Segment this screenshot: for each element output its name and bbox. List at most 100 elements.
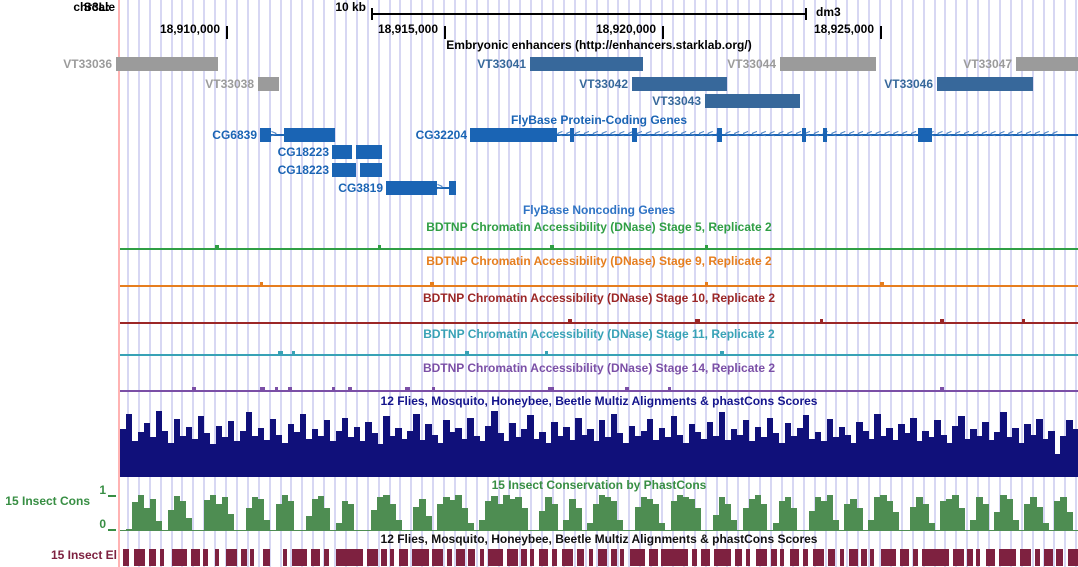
conserved-element[interactable]	[149, 549, 156, 566]
conserved-element[interactable]	[1044, 549, 1053, 566]
conserved-element[interactable]	[336, 549, 363, 566]
conserved-element[interactable]	[861, 549, 867, 566]
track-title-multiz[interactable]: 12 Flies, Mosquito, Honeybee, Beetle Mul…	[380, 394, 818, 408]
gene-exon[interactable]	[918, 128, 932, 142]
gene-exon[interactable]	[632, 128, 637, 142]
gene-exon[interactable]	[470, 128, 557, 142]
conserved-element[interactable]	[701, 549, 710, 566]
conserved-element[interactable]	[381, 549, 387, 566]
conserved-element[interactable]	[813, 549, 824, 566]
conserved-element[interactable]	[191, 549, 200, 566]
gene-exon[interactable]	[802, 128, 806, 142]
conserved-element[interactable]	[780, 549, 784, 566]
gene-exon[interactable]	[717, 128, 722, 142]
conserved-element[interactable]	[630, 549, 645, 566]
conserved-element[interactable]	[311, 549, 320, 566]
conserved-element[interactable]	[250, 549, 254, 566]
enhancer-label-VT33043[interactable]: VT33043	[652, 94, 701, 108]
enhancer-label-VT33041[interactable]: VT33041	[477, 57, 526, 71]
gene-label-CG18223[interactable]: CG18223	[277, 163, 329, 177]
conserved-element[interactable]	[480, 549, 484, 566]
conserved-element[interactable]	[756, 549, 767, 566]
conserved-element[interactable]	[488, 549, 503, 566]
conserved-element[interactable]	[324, 549, 329, 566]
conserved-element[interactable]	[803, 549, 808, 566]
conserved-element[interactable]	[611, 549, 617, 566]
conserved-element[interactable]	[692, 549, 697, 566]
gene-exon[interactable]	[449, 181, 456, 195]
enhancer-label-VT33044[interactable]: VT33044	[727, 57, 776, 71]
conserved-element[interactable]	[412, 549, 429, 566]
enhancer-label-VT33047[interactable]: VT33047	[963, 57, 1012, 71]
conserved-element[interactable]	[283, 549, 287, 566]
track-title-phastcons-elements[interactable]: 12 Flies, Mosquito, Honeybee, Beetle Mul…	[380, 532, 818, 546]
conserved-element[interactable]	[649, 549, 658, 566]
track-title-bdtnp-0[interactable]: BDTNP Chromatin Accessibility (DNase) St…	[426, 220, 772, 234]
track-title-enhancers[interactable]: Embryonic enhancers (http://enhancers.st…	[446, 38, 752, 52]
conserved-element[interactable]	[790, 549, 799, 566]
conserved-element[interactable]	[976, 549, 980, 566]
bdtnp-baseline[interactable]	[120, 390, 1078, 392]
bdtnp-baseline[interactable]	[120, 285, 1078, 287]
conserved-element[interactable]	[714, 549, 731, 566]
bdtnp-baseline[interactable]	[120, 354, 1078, 356]
conserved-element[interactable]	[870, 549, 874, 566]
conserved-element[interactable]	[241, 549, 247, 566]
gene-exon[interactable]	[356, 145, 382, 159]
track-title-coding-genes[interactable]: FlyBase Protein-Coding Genes	[510, 113, 688, 127]
gene-label-CG32204[interactable]: CG32204	[415, 128, 467, 142]
enhancer-label-VT33042[interactable]: VT33042	[579, 77, 628, 91]
track-title-bdtnp-4[interactable]: BDTNP Chromatin Accessibility (DNase) St…	[422, 361, 776, 375]
enhancer-label-VT33036[interactable]: VT33036	[63, 57, 112, 71]
conserved-element[interactable]	[900, 549, 909, 566]
conserved-element[interactable]	[447, 549, 452, 566]
conserved-element[interactable]	[849, 549, 858, 566]
conserved-element[interactable]	[539, 549, 548, 566]
conserved-element[interactable]	[661, 549, 688, 566]
gene-intron[interactable]	[557, 134, 1078, 136]
enhancer-box-VT33043[interactable]	[705, 94, 800, 108]
conserved-element[interactable]	[881, 549, 896, 566]
gene-label-CG6839[interactable]: CG6839	[212, 128, 257, 142]
enhancer-box-VT33041[interactable]	[530, 57, 643, 71]
conserved-element[interactable]	[922, 549, 949, 566]
track-title-phastcons[interactable]: 15 Insect Conservation by PhastCons	[491, 478, 707, 492]
conserved-element[interactable]	[160, 549, 164, 566]
gene-exon[interactable]	[332, 163, 356, 177]
conserved-element[interactable]	[1035, 549, 1040, 566]
conserved-element[interactable]	[263, 549, 270, 566]
enhancer-box-VT33047[interactable]	[1016, 57, 1078, 71]
conserved-element[interactable]	[828, 549, 835, 566]
gene-exon[interactable]	[360, 163, 382, 177]
conserved-element[interactable]	[367, 549, 378, 566]
conserved-element[interactable]	[468, 549, 475, 566]
conserved-element[interactable]	[123, 549, 129, 566]
conserved-element[interactable]	[172, 549, 187, 566]
enhancer-box-VT33038[interactable]	[258, 77, 279, 91]
track-title-bdtnp-3[interactable]: BDTNP Chromatin Accessibility (DNase) St…	[423, 327, 775, 341]
conserved-element[interactable]	[598, 549, 607, 566]
conserved-element[interactable]	[432, 549, 443, 566]
track-title-bdtnp-1[interactable]: BDTNP Chromatin Accessibility (DNase) St…	[426, 254, 772, 268]
conserved-element[interactable]	[1056, 549, 1063, 566]
conserved-element[interactable]	[134, 549, 145, 566]
gene-exon[interactable]	[570, 128, 574, 142]
bdtnp-baseline[interactable]	[120, 248, 1078, 250]
conserved-element[interactable]	[292, 549, 307, 566]
conserved-element[interactable]	[226, 549, 237, 566]
conserved-element[interactable]	[577, 549, 584, 566]
enhancer-box-VT33042[interactable]	[632, 77, 727, 91]
conserved-element[interactable]	[840, 549, 844, 566]
conserved-element[interactable]	[913, 549, 918, 566]
conserved-element[interactable]	[1020, 549, 1031, 566]
track-title-bdtnp-2[interactable]: BDTNP Chromatin Accessibility (DNase) St…	[422, 291, 776, 305]
gene-exon[interactable]	[260, 128, 271, 142]
enhancer-box-VT33046[interactable]	[937, 77, 1033, 91]
conserved-element[interactable]	[203, 549, 208, 566]
conserved-element[interactable]	[399, 549, 408, 566]
enhancer-box-VT33036[interactable]	[116, 57, 218, 71]
conserved-element[interactable]	[589, 549, 593, 566]
conserved-element[interactable]	[562, 549, 573, 566]
gene-intron[interactable]	[437, 187, 449, 189]
conserved-element[interactable]	[521, 549, 527, 566]
